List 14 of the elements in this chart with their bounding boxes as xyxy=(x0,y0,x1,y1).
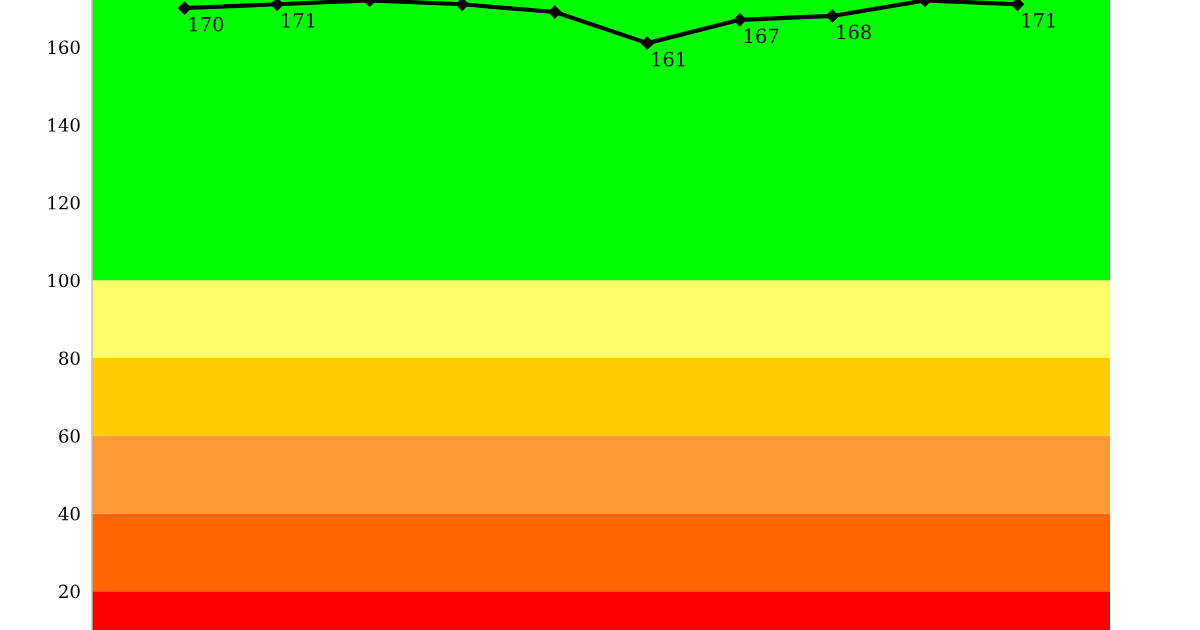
y-tick-label: 80 xyxy=(59,351,80,366)
y-tick-label: 40 xyxy=(58,506,80,521)
y-tick-label: 100 xyxy=(48,273,80,288)
data-label: 161 xyxy=(652,51,685,67)
data-label: 171 xyxy=(282,12,315,28)
data-label: 171 xyxy=(1022,12,1055,28)
data-label: 170 xyxy=(189,16,224,32)
data-label: 167 xyxy=(744,28,779,44)
y-tick-label: 120 xyxy=(48,195,80,210)
y-tick-label: 20 xyxy=(59,584,80,599)
data-label: 168 xyxy=(837,24,871,40)
y-tick-label: 140 xyxy=(48,118,80,132)
y-tick-label: 60 xyxy=(59,429,80,443)
y-tick-label: 160 xyxy=(48,40,80,55)
